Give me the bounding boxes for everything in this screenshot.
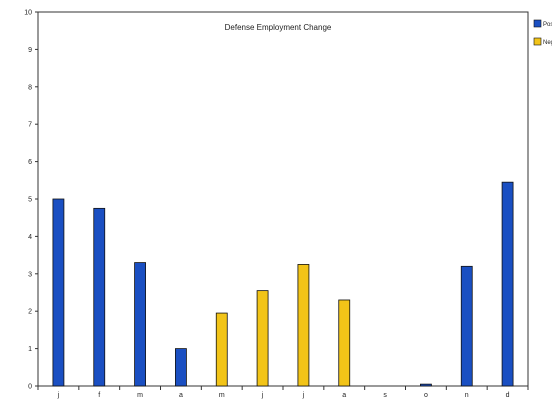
- bar-pos: [134, 262, 146, 387]
- legend-label: Neg: [543, 40, 552, 46]
- bar-neg: [256, 290, 269, 387]
- bar-neg: [338, 299, 351, 387]
- legend-swatch: [533, 37, 542, 46]
- x-tick-label: s: [383, 392, 387, 399]
- y-tick-label: 8: [28, 84, 32, 91]
- bar-neg: [297, 264, 310, 387]
- bar-pos: [93, 207, 106, 387]
- y-tick-label: 10: [24, 10, 32, 17]
- y-tick-label: 9: [28, 47, 32, 54]
- chart-title: Defense Employment Change: [225, 23, 332, 32]
- y-tick-label: 3: [28, 271, 32, 278]
- bars: [52, 181, 514, 387]
- x-tick-label: m: [137, 392, 143, 399]
- bar-pos: [175, 348, 187, 387]
- y-tick-label: 1: [28, 346, 32, 353]
- x-tick-label: d: [506, 392, 510, 399]
- y-axis: 0 1 2 3 4 5 6 7 8 9 10: [24, 10, 38, 391]
- x-tick-label: a: [342, 392, 346, 399]
- legend-label: Pos: [543, 22, 552, 28]
- x-tick-label: n: [465, 392, 469, 399]
- y-tick-label: 6: [28, 159, 32, 166]
- y-tick-label: 0: [28, 384, 32, 391]
- y-tick-label: 4: [28, 234, 32, 241]
- x-tick-label: j: [57, 392, 60, 399]
- x-tick-label: a: [179, 392, 183, 399]
- bar-pos: [420, 383, 432, 387]
- x-tick-label: f: [98, 392, 100, 399]
- x-tick-label: m: [219, 392, 225, 399]
- bar-pos: [52, 198, 65, 387]
- legend: Pos Neg: [533, 19, 552, 46]
- plot-area: [37, 11, 529, 387]
- legend-swatch: [533, 19, 542, 28]
- x-tick-label: o: [424, 392, 428, 399]
- x-tick-label: j: [261, 392, 264, 399]
- y-tick-label: 5: [28, 197, 32, 204]
- bar-pos: [460, 265, 473, 387]
- bar-neg: [215, 312, 228, 387]
- y-tick-label: 7: [28, 122, 32, 129]
- bar-pos: [501, 181, 514, 387]
- y-tick-label: 2: [28, 309, 32, 316]
- x-tick-label: j: [302, 392, 305, 399]
